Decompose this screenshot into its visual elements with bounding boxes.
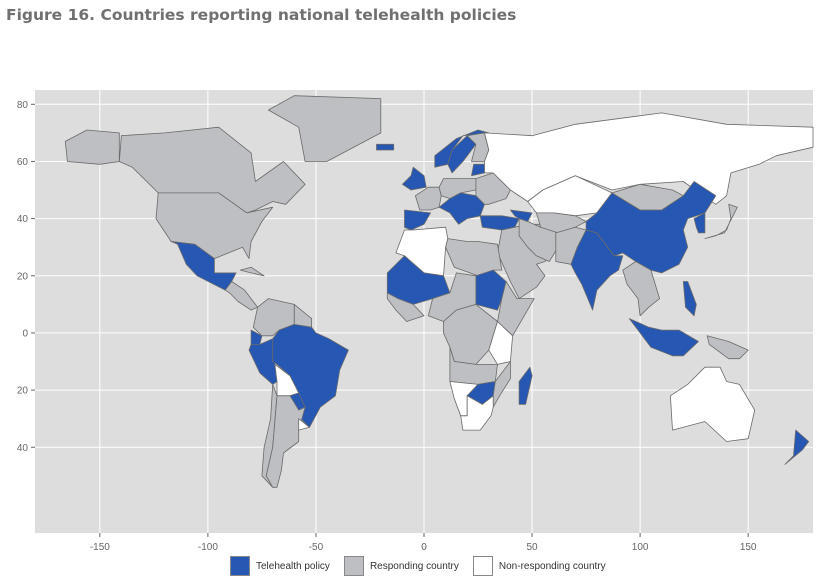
y-tick-label: 0	[22, 328, 28, 339]
region-argentina	[265, 395, 306, 488]
x-tick-label: -150	[90, 542, 110, 553]
region-greenland	[267, 95, 382, 162]
region-southeast-asia	[622, 261, 660, 317]
x-tick-label: 0	[421, 542, 427, 553]
region-libya-egypt	[445, 238, 503, 277]
legend-item-telehealth: Telehealth policy	[230, 556, 330, 576]
y-tick-label: 80	[17, 100, 29, 111]
region-png	[706, 335, 749, 360]
region-uruguay	[298, 418, 310, 431]
axis-ticks: -150 -100 -50 0 50 100 150 80 60 40 20 0 20 40	[17, 100, 757, 553]
region-central-africa	[443, 303, 498, 365]
region-brazil	[272, 323, 349, 428]
region-iberia	[404, 209, 431, 231]
region-canada	[118, 126, 306, 214]
region-japan	[704, 203, 738, 240]
region-central-asia	[536, 212, 587, 234]
x-tick-label: 50	[526, 542, 538, 553]
region-france-benelux	[414, 186, 442, 211]
region-australia	[670, 366, 756, 442]
figure-title: Figure 16. Countries reporting national …	[6, 6, 517, 24]
region-madagascar	[518, 366, 533, 405]
x-tick-label: -100	[198, 542, 218, 553]
legend: Telehealth policy Responding country Non…	[230, 556, 606, 576]
x-tick-label: 100	[632, 542, 649, 553]
region-south-africa	[460, 395, 494, 431]
legend-swatch-responding	[343, 556, 364, 576]
y-tick-label: 20	[17, 386, 29, 397]
legend-swatch-nonresponding	[472, 556, 493, 576]
region-korea	[693, 212, 706, 234]
region-new-zealand	[784, 429, 810, 465]
region-cuba	[239, 266, 265, 277]
region-uk-ireland	[401, 166, 427, 191]
x-tick-label: -50	[309, 542, 324, 553]
legend-label-telehealth: Telehealth policy	[256, 560, 330, 572]
region-indonesia	[628, 318, 699, 357]
legend-label-responding: Responding country	[369, 560, 459, 572]
region-mexico	[170, 241, 237, 291]
region-maghreb	[395, 226, 449, 277]
legend-swatch-telehealth	[230, 556, 250, 576]
region-mongolia	[611, 183, 684, 211]
legend-item-nonresponding: Non-responding country	[472, 556, 606, 576]
region-iceland	[376, 143, 395, 151]
y-tick-label: 40	[17, 443, 29, 454]
region-central-america	[224, 281, 259, 311]
region-italy-balkans	[438, 192, 485, 225]
x-tick-label: 150	[740, 542, 757, 553]
region-alaska	[64, 129, 120, 165]
region-east-africa	[488, 321, 513, 365]
region-west-coast	[386, 292, 425, 322]
y-tick-label: 40	[17, 214, 29, 225]
legend-label-nonresponding: Non-responding country	[498, 560, 606, 572]
y-tick-label: 20	[17, 271, 29, 282]
y-tick-label: 60	[17, 157, 29, 168]
region-ukraine-belarus	[475, 172, 511, 205]
region-philippines	[682, 281, 697, 317]
legend-item-responding: Responding country	[343, 556, 459, 576]
country-regions	[64, 95, 814, 488]
